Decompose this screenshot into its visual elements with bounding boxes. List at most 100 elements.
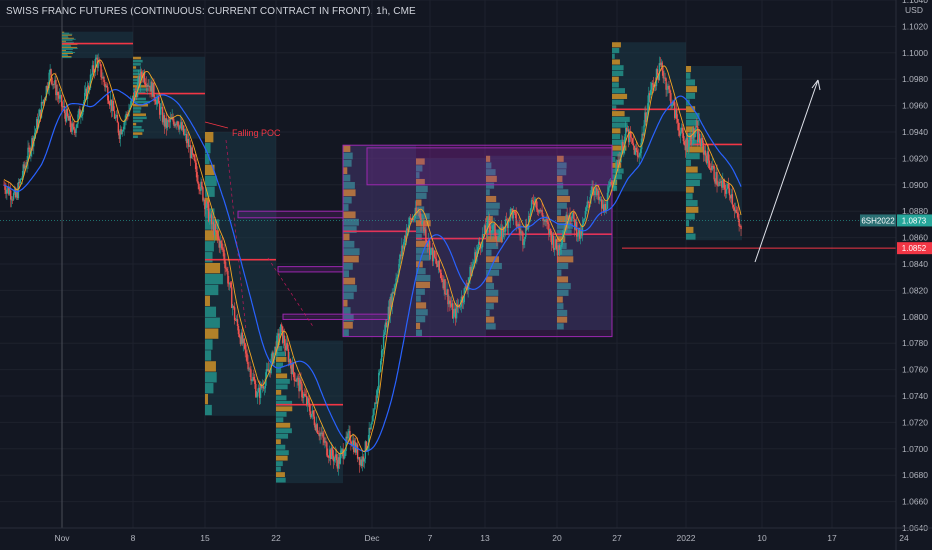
candle-body [35, 119, 38, 130]
profile-bar [343, 145, 351, 152]
candle-body [146, 84, 148, 88]
candle-body [235, 319, 238, 321]
candle-body [254, 380, 256, 385]
profile-bar [343, 182, 355, 189]
x-tick-label: 15 [200, 533, 210, 543]
candle-body [475, 252, 477, 262]
candle-body [670, 93, 672, 106]
candle-body [527, 228, 529, 230]
candle-body [444, 279, 446, 295]
candle-body [714, 179, 716, 184]
candle-body [541, 210, 543, 216]
candle-body [202, 187, 204, 201]
candle-body [697, 126, 699, 143]
candle-body [566, 214, 568, 225]
candle-body [575, 221, 577, 230]
candle-body [52, 83, 54, 85]
candle-body [64, 113, 67, 122]
candle-body [343, 456, 345, 459]
candle-body [118, 132, 121, 140]
candle-body [514, 211, 516, 214]
candle-body [62, 106, 65, 107]
candle-body [574, 218, 576, 230]
candle-body [371, 421, 373, 424]
candle-body [75, 127, 77, 134]
candle-body [446, 289, 448, 295]
candle-body [32, 138, 34, 147]
candle-body [290, 365, 293, 375]
candle-body [101, 77, 103, 79]
candle-body [594, 190, 596, 196]
candle-body [430, 248, 433, 250]
candle-body [56, 91, 58, 96]
candle-body [336, 460, 339, 469]
x-tick-label: 27 [612, 533, 622, 543]
candle-body [203, 199, 205, 201]
x-tick-label: 20 [552, 533, 562, 543]
profile-bar [276, 466, 281, 472]
candle-body [312, 410, 315, 417]
profile-bar [133, 113, 147, 116]
candle-body [158, 96, 160, 104]
profile-bar [557, 202, 567, 209]
level-badge-value: 1.0852 [902, 244, 927, 253]
candle-body [512, 210, 514, 219]
profile-bar [276, 389, 282, 395]
candle-body [646, 115, 648, 123]
candle-body [565, 214, 567, 230]
profile-bar [686, 86, 698, 93]
profile-bar [62, 34, 72, 36]
candle-body [631, 138, 634, 144]
chart-title: SWISS FRANC FUTURES (CONTINUOUS: CURRENT… [6, 6, 416, 17]
profile-bar [62, 55, 68, 57]
candle-body [519, 228, 521, 234]
candle-body [493, 224, 495, 226]
candle-body [159, 107, 162, 115]
candle-body [637, 155, 639, 157]
y-tick-label: 1.1040 [902, 0, 928, 5]
candle-body [314, 425, 317, 431]
candle-body [438, 260, 441, 271]
candle-body [432, 250, 435, 262]
candle-body [704, 150, 707, 156]
candle-body [667, 86, 669, 90]
candle-body [242, 338, 244, 344]
y-tick-label: 1.0860 [902, 233, 928, 243]
candle-body [205, 206, 207, 210]
candle-body [244, 343, 246, 351]
candle-body [425, 229, 427, 241]
profile-bar [276, 411, 287, 417]
profile-bar [686, 92, 696, 99]
profile-bar [416, 178, 425, 186]
candle-body [214, 224, 217, 231]
profile-bar [612, 93, 628, 100]
candle-body [36, 119, 39, 128]
candle-body [448, 300, 450, 305]
profile-bar [133, 97, 146, 101]
profile-bar [62, 31, 65, 33]
profile-bar [133, 69, 142, 72]
x-tick-label: Nov [54, 533, 70, 543]
profile-bar [276, 450, 289, 456]
candle-body [210, 214, 213, 225]
profile-bar [612, 185, 618, 191]
candle-body [278, 333, 280, 341]
candle-body [238, 334, 241, 338]
profile-bar [612, 59, 620, 65]
candle-body [540, 210, 542, 212]
candle-body [39, 109, 42, 118]
candle-body [719, 182, 721, 183]
candle-body [647, 103, 649, 116]
candle-body [453, 308, 456, 314]
candle-body [156, 99, 158, 105]
candle-body [635, 147, 637, 151]
price-axis-bg [896, 0, 932, 550]
candle-body [114, 116, 117, 119]
candle-body [328, 456, 330, 458]
x-tick-label: 22 [271, 533, 281, 543]
candle-body [105, 85, 107, 88]
profile-bar [416, 329, 422, 336]
candle-body [76, 123, 78, 128]
candle-body [491, 230, 493, 232]
